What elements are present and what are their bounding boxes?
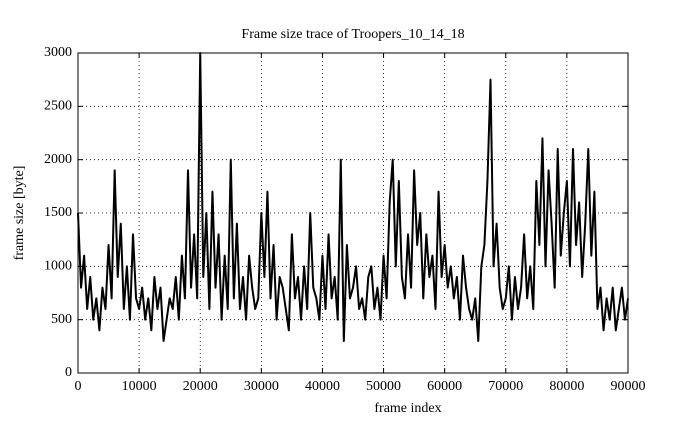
- x-axis-label: frame index: [374, 401, 441, 416]
- x-tick-label: 30000: [244, 379, 279, 394]
- y-tick-label: 1500: [44, 205, 72, 220]
- x-tick-label: 60000: [427, 379, 462, 394]
- x-tick-label: 80000: [549, 379, 584, 394]
- x-tick-label: 20000: [183, 379, 218, 394]
- data-line: [77, 52, 629, 342]
- y-tick-label: 0: [65, 365, 72, 380]
- y-tick-label: 2500: [44, 99, 72, 114]
- x-tick-label: 0: [75, 379, 82, 394]
- x-tick-label: 90000: [611, 379, 646, 394]
- x-tick-label: 40000: [305, 379, 340, 394]
- y-tick-label: 1000: [44, 259, 72, 274]
- y-tick-label: 500: [51, 312, 72, 327]
- y-axis-label: frame size [byte]: [12, 166, 27, 261]
- y-tick-label: 2000: [44, 152, 72, 167]
- x-tick-label: 50000: [366, 379, 401, 394]
- y-tick-label: 3000: [44, 45, 72, 60]
- plot-frame: [77, 52, 629, 374]
- chart-title: Frame size trace of Troopers_10_14_18: [241, 27, 464, 42]
- x-tick-label: 10000: [122, 379, 157, 394]
- x-tick-label: 70000: [488, 379, 523, 394]
